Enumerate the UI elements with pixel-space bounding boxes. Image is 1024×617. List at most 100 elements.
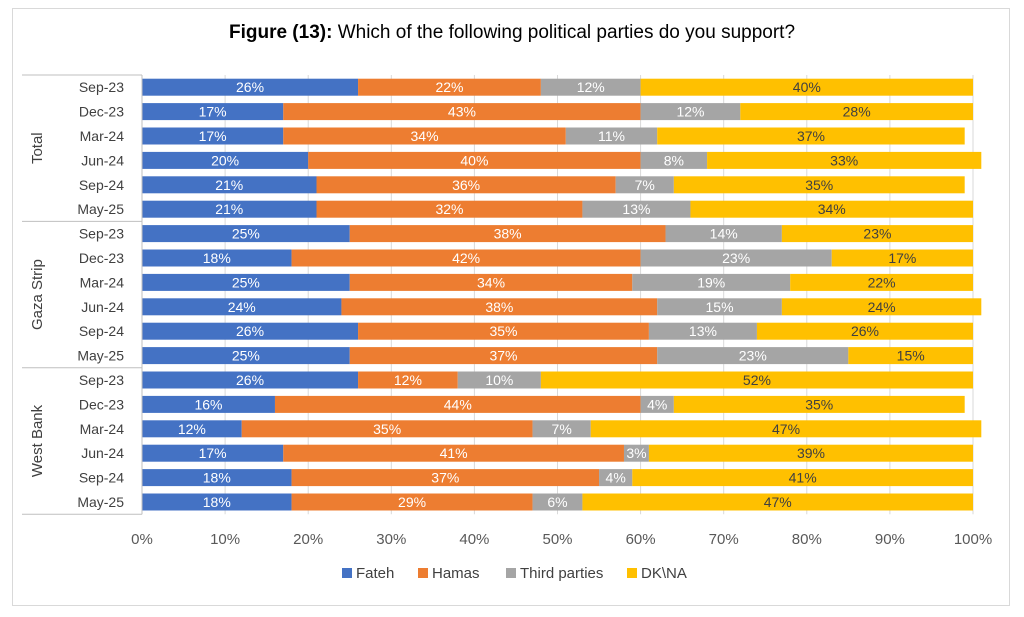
x-tick-label: 0% <box>131 531 153 548</box>
bar-segment-third-parties <box>532 493 583 511</box>
category-tick-label: Mar-24 <box>80 128 125 144</box>
legend-swatch-dk-na <box>627 568 637 578</box>
bar-segment-fateh <box>142 420 242 438</box>
data-label: 41% <box>789 470 817 486</box>
data-label: 43% <box>448 104 476 120</box>
bar-segment-fateh <box>142 444 284 462</box>
x-tick-label: 40% <box>459 531 489 548</box>
x-tick-label: 90% <box>875 531 905 548</box>
data-label: 22% <box>435 79 463 95</box>
bar-segment-fateh <box>142 127 284 145</box>
data-label: 38% <box>494 226 522 242</box>
bar-segment-hamas <box>308 151 641 169</box>
data-label: 36% <box>452 177 480 193</box>
category-tick-label: May-25 <box>77 201 124 217</box>
data-label: 8% <box>664 152 684 168</box>
legend-label-fateh: Fateh <box>356 565 394 582</box>
x-tick-label: 50% <box>542 531 572 548</box>
bar-segment-hamas <box>341 298 658 316</box>
bar-segment-hamas <box>358 371 458 389</box>
category-tick-label: May-25 <box>77 348 124 364</box>
data-label: 13% <box>689 323 717 339</box>
bar-segment-hamas <box>274 395 641 413</box>
bar-segment-dk-na <box>657 127 965 145</box>
data-label: 7% <box>635 177 655 193</box>
x-tick-label: 10% <box>210 531 240 548</box>
bar-segment-hamas <box>291 469 600 487</box>
bar-segment-dk-na <box>790 273 973 291</box>
legend-label-hamas: Hamas <box>432 565 480 582</box>
group-label: Total <box>29 132 46 164</box>
data-label: 29% <box>398 494 426 510</box>
data-label: 37% <box>797 128 825 144</box>
bar-segment-dk-na <box>640 78 973 96</box>
legend-label-dk-na: DK\NA <box>641 565 687 582</box>
bar-segment-third-parties <box>665 225 782 243</box>
bar-segment-dk-na <box>648 444 973 462</box>
category-tick-label: Mar-24 <box>80 421 125 437</box>
bar-segment-dk-na <box>673 176 965 194</box>
bar-segment-dk-na <box>756 322 973 340</box>
bar-segment-third-parties <box>640 395 674 413</box>
bar-segment-third-parties <box>599 469 633 487</box>
bar-segment-dk-na <box>690 200 973 218</box>
x-tick-label: 30% <box>376 531 406 548</box>
data-label: 32% <box>435 201 463 217</box>
bar-segment-third-parties <box>532 420 591 438</box>
bar-segment-third-parties <box>640 249 832 267</box>
bar-segment-hamas <box>291 493 533 511</box>
data-label: 15% <box>706 299 734 315</box>
data-label: 52% <box>743 372 771 388</box>
category-tick-label: Sep-24 <box>79 177 124 193</box>
group-label: West Bank <box>29 404 46 477</box>
data-label: 17% <box>199 104 227 120</box>
legend-swatch-third-parties <box>506 568 516 578</box>
data-label: 21% <box>215 201 243 217</box>
data-label: 40% <box>460 152 488 168</box>
data-label: 28% <box>843 104 871 120</box>
bar-segment-dk-na <box>781 225 973 243</box>
data-label: 12% <box>394 372 422 388</box>
category-tick-label: Jun-24 <box>81 299 124 315</box>
data-label: 26% <box>236 372 264 388</box>
category-tick-label: Sep-24 <box>79 470 124 486</box>
bar-segment-third-parties <box>457 371 541 389</box>
data-label: 22% <box>868 274 896 290</box>
bar-segment-dk-na <box>673 395 965 413</box>
data-label: 25% <box>232 226 260 242</box>
data-label: 37% <box>431 470 459 486</box>
data-label: 39% <box>797 445 825 461</box>
bar-segment-hamas <box>283 127 566 145</box>
data-label: 26% <box>236 79 264 95</box>
bar-segment-hamas <box>358 78 541 96</box>
data-labels: 26% 22% 12% 40% 17% 43% 12% 28% 17% 34% 11% 37% 20% 4… <box>178 79 925 510</box>
gridlines <box>141 75 974 515</box>
bar-segment-fateh <box>142 371 359 389</box>
bar-segment-dk-na <box>831 249 973 267</box>
data-label: 23% <box>863 226 891 242</box>
bar-segment-third-parties <box>640 103 741 121</box>
bar-segment-hamas <box>349 347 658 365</box>
data-label: 13% <box>622 201 650 217</box>
bar-segment-third-parties <box>657 298 782 316</box>
bar-segment-dk-na <box>781 298 982 316</box>
category-tick-label: Dec-23 <box>79 396 124 412</box>
data-label: 47% <box>772 421 800 437</box>
x-tick-label: 20% <box>293 531 323 548</box>
bar-segment-fateh <box>142 347 350 365</box>
data-label: 17% <box>888 250 916 266</box>
data-label: 41% <box>440 445 468 461</box>
category-tick-label: Sep-23 <box>79 372 124 388</box>
data-label: 33% <box>830 152 858 168</box>
bar-segment-dk-na <box>707 151 982 169</box>
data-label: 14% <box>710 226 738 242</box>
bar-segment-dk-na <box>740 103 973 121</box>
data-label: 35% <box>805 396 833 412</box>
bar-segment-fateh <box>142 298 342 316</box>
data-label: 23% <box>722 250 750 266</box>
x-axis: 0% 10% 20% 30% 40% 50% 60% 70% 80% 90% 100% <box>131 531 992 548</box>
bar-segment-third-parties <box>640 151 708 169</box>
data-label: 7% <box>552 421 572 437</box>
data-label: 47% <box>764 494 792 510</box>
data-label: 38% <box>485 299 513 315</box>
